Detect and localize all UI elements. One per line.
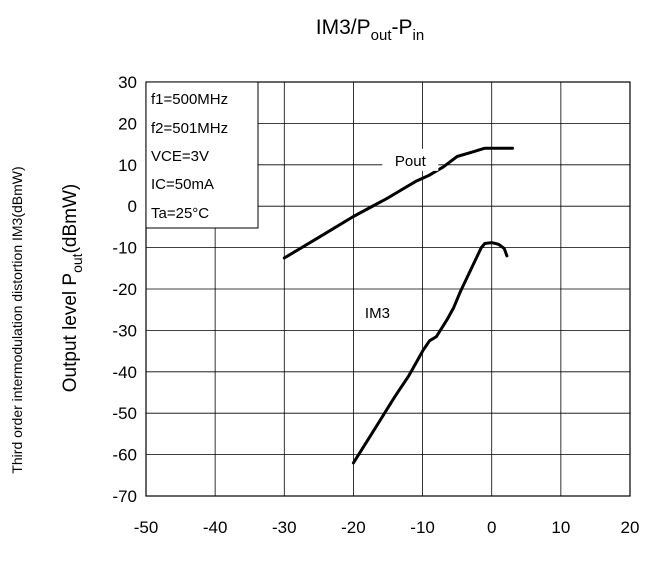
- x-tick-label: -10: [410, 518, 435, 537]
- y-tick-label: 10: [118, 156, 137, 175]
- tick-labels: -50 -40 -30 -20 -10 0 10 20 30 20 10 0 -10 -20 -30 -40 -…: [112, 73, 639, 537]
- y-tick-label: -50: [112, 404, 137, 423]
- y-tick-label: 0: [128, 197, 137, 216]
- series-labels: Pout IM3: [365, 148, 439, 322]
- y-tick-label: -70: [112, 487, 137, 506]
- conditions-box: f1=500MHz f2=501MHz VCE=3V IC=50mA Ta=25…: [145, 81, 259, 229]
- plot-frame: [145, 81, 631, 497]
- x-tick-label: -50: [134, 518, 159, 537]
- y-tick-label: -20: [112, 280, 137, 299]
- series-line-im3: [351, 241, 509, 465]
- y-tick-label: -60: [112, 446, 137, 465]
- data-series: [282, 146, 514, 465]
- x-tick-label: -30: [272, 518, 297, 537]
- chart-title: IM3/Pout-Pin: [316, 16, 424, 44]
- series-label-im3: IM3: [365, 305, 390, 322]
- condition-label: f1=500MHz: [151, 91, 228, 108]
- condition-label: f2=501MHz: [151, 120, 228, 137]
- x-tick-label: -40: [203, 518, 228, 537]
- series-line-pout: [282, 146, 514, 260]
- y-tick-label: 20: [118, 114, 137, 133]
- y-tick-label: -40: [112, 363, 137, 382]
- condition-label: VCE=3V: [151, 148, 209, 165]
- condition-label: Ta=25°C: [151, 205, 209, 222]
- y-tick-label: -10: [112, 239, 137, 258]
- y-axis-label-im3: Third order intermodulation distortion I…: [9, 166, 25, 473]
- series-label-pout: Pout: [395, 153, 427, 170]
- x-tick-label: -20: [341, 518, 366, 537]
- x-tick-label: 10: [551, 518, 570, 537]
- y-axis-label-pout: Output level Pout(dBmW): [60, 184, 85, 392]
- condition-label: IC=50mA: [151, 176, 214, 193]
- y-tick-label: 30: [118, 73, 137, 92]
- x-tick-label: 0: [487, 518, 496, 537]
- series-label-background: [382, 148, 439, 171]
- x-tick-label: 20: [621, 518, 640, 537]
- y-tick-label: -30: [112, 321, 137, 340]
- grid: [146, 82, 630, 496]
